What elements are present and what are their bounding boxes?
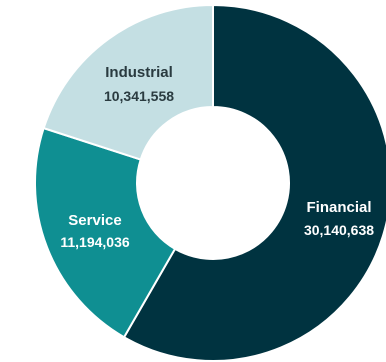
financial-name-label: Financial bbox=[306, 199, 371, 216]
service-value-label: 11,194,036 bbox=[60, 234, 130, 250]
donut-hole bbox=[137, 107, 289, 259]
label-financial: Financial 30,140,638 bbox=[304, 199, 374, 238]
service-name-label: Service bbox=[68, 212, 121, 229]
label-industrial: Industrial 10,341,558 bbox=[104, 64, 174, 104]
industrial-value-label: 10,341,558 bbox=[104, 88, 174, 104]
industrial-name-label: Industrial bbox=[105, 64, 173, 81]
label-service: Service 11,194,036 bbox=[60, 212, 130, 250]
donut-slices bbox=[34, 3, 386, 362]
financial-value-label: 30,140,638 bbox=[304, 222, 374, 238]
